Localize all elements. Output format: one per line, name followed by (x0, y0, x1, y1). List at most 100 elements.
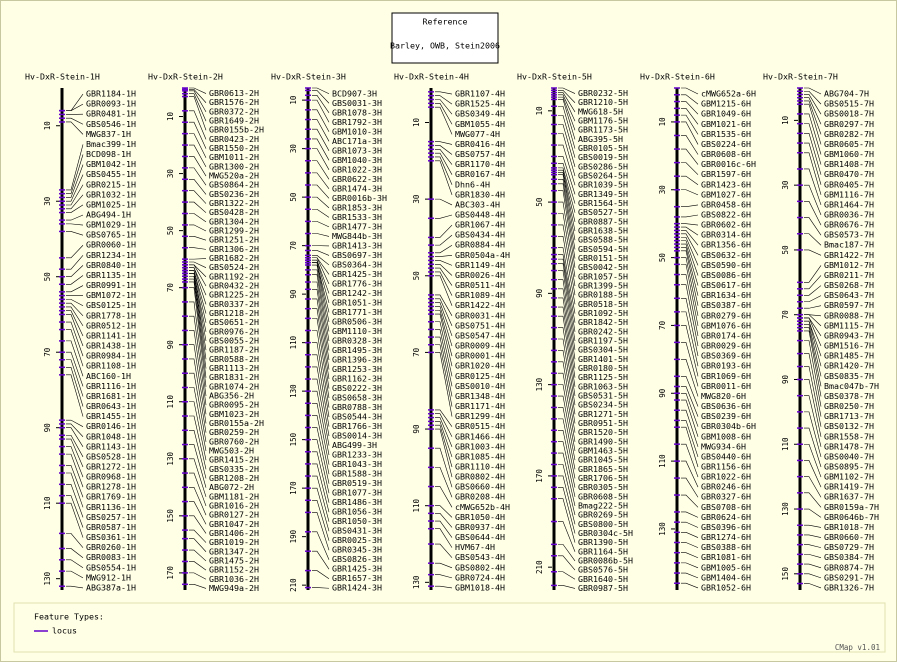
locus-label: GBR0676-7H (824, 220, 874, 230)
locus-connector (681, 562, 699, 569)
locus-connector (681, 572, 699, 579)
locus-connector (681, 148, 699, 165)
locus-connector (558, 544, 576, 562)
locus-connector (66, 438, 84, 468)
locus-connector (189, 472, 207, 507)
locus-label: GBR1356-6H (701, 240, 751, 250)
locus-connector (435, 309, 453, 357)
locus-label: GBR1299-2H (209, 226, 259, 236)
locus-connector (681, 240, 699, 276)
locus-connector (558, 99, 576, 140)
locus-connector (558, 254, 576, 323)
locus-label: GBR0646b-7H (824, 512, 879, 522)
locus-connector (312, 138, 330, 161)
locus-connector (312, 390, 330, 456)
locus-label: GBR0874-7H (824, 562, 874, 572)
locus-label: GBM1215-6H (701, 99, 751, 109)
locus-label: GBR0260-1H (86, 542, 136, 552)
locus-label: GBR0246-6H (701, 482, 751, 492)
map-title: Hv-DxR-Stein-3H (271, 72, 346, 82)
locus-connector (312, 531, 330, 560)
locus-connector (558, 452, 576, 507)
locus-connector (681, 532, 699, 538)
locus-label: GBR1152-2H (209, 565, 259, 575)
locus-label: ABG395-5H (578, 134, 623, 144)
locus-connector (66, 367, 84, 407)
locus-connector (435, 302, 453, 337)
locus-connector (189, 247, 207, 250)
locus-connector (681, 521, 699, 528)
locus-label: GBR0180-5H (578, 363, 628, 373)
locus-connector (804, 249, 822, 256)
locus-label: GBR0432-2H (209, 281, 259, 291)
locus-connector (804, 314, 822, 327)
locus-label: GBR1425-3H (332, 564, 382, 574)
locus-label: GBR1564-5H (578, 198, 628, 208)
locus-label: ABG494-1H (86, 210, 131, 220)
locus-connector (435, 145, 453, 155)
locus-connector (189, 133, 207, 158)
locus-label: GBS0588-5H (578, 235, 628, 245)
locus-connector (804, 443, 822, 478)
locus-connector (189, 315, 207, 406)
locus-connector (435, 447, 453, 488)
locus-label: GBR1640-5H (578, 574, 628, 584)
locus-label: GBR0279-6H (701, 310, 751, 320)
locus-label: GBR0125-4H (455, 371, 505, 381)
locus-label: GBS0729-7H (824, 542, 874, 552)
tick-label: 10 (289, 95, 298, 105)
locus-label: GBR0660-7H (824, 532, 874, 542)
locus-label: GBR1057-5H (578, 271, 628, 281)
tick-label: 130 (412, 575, 421, 589)
locus-connector (189, 330, 207, 415)
locus-label: GBS0822-6H (701, 210, 751, 220)
locus-connector (312, 451, 330, 503)
locus-label: GBR0968-1H (86, 472, 136, 482)
locus-connector (681, 175, 699, 186)
locus-label: GBR1049-6H (701, 109, 751, 119)
locus-connector (189, 273, 207, 342)
locus-label: GBS0455-1H (86, 169, 136, 179)
locus-connector (435, 224, 453, 238)
locus-connector (435, 585, 453, 589)
locus-label: GBR1464-7H (824, 199, 874, 209)
locus-connector (681, 135, 699, 155)
tick-label: 70 (43, 347, 52, 357)
locus-label: GBR1638-5H (578, 226, 628, 236)
locus-connector (681, 399, 699, 437)
locus-connector (558, 350, 576, 424)
locus-connector (804, 317, 822, 347)
locus-connector (681, 214, 699, 218)
locus-label: GBR1069-6H (701, 371, 751, 381)
locus-connector (435, 255, 453, 257)
locus-connector (189, 87, 207, 94)
locus-label: GBS0543-4H (455, 552, 505, 562)
locus-label: GBR1108-1H (86, 361, 136, 371)
locus-label: GBR1048-1H (86, 431, 136, 441)
locus-label: GBR1495-3H (332, 345, 382, 355)
locus-label: GBM1076-6H (701, 320, 751, 330)
locus-connector (66, 465, 84, 498)
locus-label: GBR0976-2H (209, 326, 259, 336)
locus-label: GBR0304b-6H (701, 421, 756, 431)
tick-label: 110 (166, 394, 175, 408)
locus-connector (66, 585, 84, 589)
locus-label: MWG949a-2H (209, 583, 259, 593)
locus-label: GBR0215-1H (86, 179, 136, 189)
locus-label: MWG520a-2H (209, 171, 259, 181)
locus-connector (66, 533, 84, 548)
tick-label: 30 (289, 144, 298, 154)
locus-connector (558, 236, 576, 305)
locus-connector (681, 87, 699, 95)
locus-label: GBR1036-2H (209, 574, 259, 584)
locus-label: MWG934-6H (701, 441, 746, 451)
locus-connector (681, 114, 699, 135)
tick-label: 50 (658, 253, 667, 263)
locus-connector (189, 487, 207, 516)
locus-label: GBR1016-2H (209, 500, 259, 510)
locus-label: GBS0765-1H (86, 230, 136, 240)
locus-connector (312, 487, 330, 532)
locus-label: GBS0864-2H (209, 180, 259, 190)
locus-label: GBR0987-5H (578, 583, 628, 593)
locus-label: GBS0018-7H (824, 109, 874, 119)
